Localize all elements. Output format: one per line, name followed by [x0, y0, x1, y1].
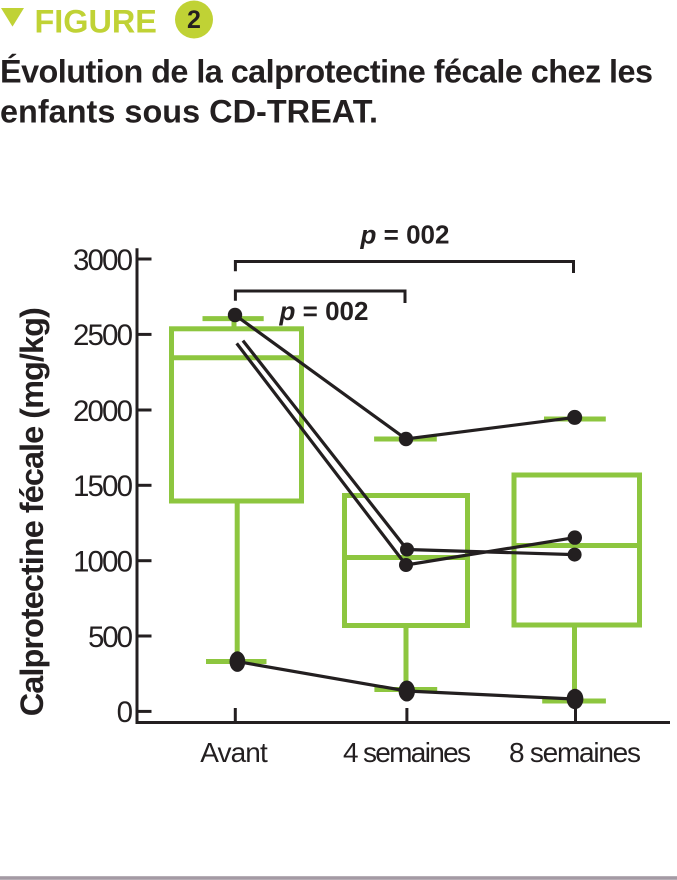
svg-text:500: 500	[88, 621, 133, 654]
svg-text:1500: 1500	[73, 470, 133, 503]
svg-text:2500: 2500	[73, 319, 133, 352]
svg-text:p = 002: p = 002	[279, 296, 369, 326]
svg-text:enfants sous CD-TREAT.: enfants sous CD-TREAT.	[0, 94, 378, 130]
svg-text:Évolution de la calprotectine: Évolution de la calprotectine fécale che…	[0, 53, 653, 90]
svg-text:8 semaines: 8 semaines	[509, 737, 641, 768]
svg-text:3000: 3000	[73, 244, 133, 277]
svg-text:4 semaines: 4 semaines	[343, 737, 471, 768]
svg-text:Avant: Avant	[200, 737, 268, 768]
svg-text:Calprotectine fécale (mg/kg): Calprotectine fécale (mg/kg)	[14, 307, 50, 716]
svg-text:FIGURE: FIGURE	[35, 4, 157, 40]
svg-text:p = 002: p = 002	[360, 220, 450, 250]
svg-text:0: 0	[117, 696, 133, 729]
svg-text:1000: 1000	[73, 546, 133, 579]
svg-text:2: 2	[187, 6, 201, 34]
svg-text:2000: 2000	[73, 395, 133, 428]
